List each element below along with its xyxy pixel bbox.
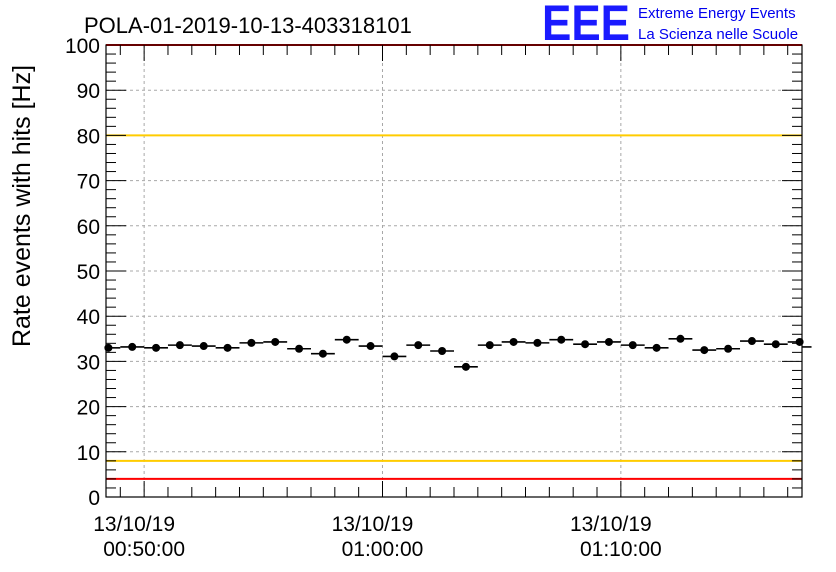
data-point [763, 340, 788, 349]
data-point [358, 342, 383, 351]
y-tick-label: 100 [65, 35, 100, 58]
data-point [167, 341, 192, 350]
data-point [644, 343, 669, 352]
logo-line-1: Extreme Energy Events [638, 5, 796, 22]
marker [390, 352, 399, 361]
data-point [382, 352, 407, 361]
x-tick-date: 13/10/19 [93, 513, 175, 536]
marker [676, 334, 685, 343]
marker [223, 343, 232, 352]
y-tick-label: 40 [77, 306, 100, 329]
data-point [668, 334, 693, 343]
y-tick-label: 70 [77, 171, 100, 194]
marker [747, 337, 756, 346]
marker [581, 340, 590, 349]
data-point [191, 342, 216, 351]
data-point [477, 341, 502, 350]
marker [652, 343, 661, 352]
marker [271, 337, 280, 346]
marker [152, 343, 161, 352]
marker [342, 335, 351, 344]
data-point [716, 344, 741, 353]
logo-line-2: La Scienza nelle Scuole [638, 26, 798, 43]
data-point [549, 335, 574, 344]
y-tick-label: 60 [77, 216, 100, 239]
marker [318, 349, 327, 358]
marker [509, 337, 518, 346]
marker [604, 337, 613, 346]
marker [628, 341, 637, 350]
marker [557, 335, 566, 344]
y-tick-label: 50 [77, 261, 100, 284]
data-point [120, 342, 145, 351]
data-point [263, 337, 288, 346]
logo-mark: EEE [542, 0, 630, 51]
marker [461, 362, 470, 371]
data-point [287, 344, 311, 353]
x-tick-date: 13/10/19 [570, 513, 652, 536]
x-tick-time: 01:10:00 [580, 538, 662, 561]
y-tick-label: 90 [77, 80, 100, 103]
marker [295, 344, 304, 353]
data-point [597, 337, 621, 346]
data-point [406, 341, 431, 350]
y-tick-label: 0 [88, 487, 100, 510]
data-point [310, 349, 335, 358]
data-point [239, 338, 264, 347]
marker [199, 342, 208, 351]
data-point [573, 340, 598, 349]
data-point [144, 343, 168, 352]
y-tick-label: 10 [77, 442, 100, 465]
y-tick-labels: 0 10 20 30 40 50 60 70 80 90 100 [65, 35, 100, 510]
marker [414, 341, 423, 350]
marker [175, 341, 184, 350]
marker [533, 338, 542, 347]
y-tick-label: 20 [77, 397, 100, 420]
marker [771, 340, 780, 349]
data-point [620, 341, 645, 350]
y-tick-label: 30 [77, 351, 100, 374]
data-point [501, 337, 526, 346]
axes [105, 44, 803, 498]
data-point [215, 343, 240, 352]
data-point [740, 337, 764, 346]
x-tick-date: 13/10/19 [332, 513, 414, 536]
x-tick-time: 00:50:00 [103, 538, 185, 561]
x-tick-time: 01:00:00 [342, 538, 424, 561]
marker [247, 338, 256, 347]
data-point [454, 362, 478, 371]
eee-logo: EEE Extreme Energy Events La Scienza nel… [542, 0, 798, 51]
chart-title: POLA-01-2019-10-13-403318101 [84, 13, 412, 38]
data-point [430, 347, 454, 356]
y-axis-label: Rate events with hits [Hz] [8, 65, 36, 347]
data-point [525, 338, 550, 347]
marker [724, 344, 733, 353]
data-point [334, 335, 359, 344]
x-tick-labels: 13/10/1900:50:0013/10/1901:00:0013/10/19… [93, 513, 661, 561]
marker [485, 341, 494, 350]
y-tick-label: 80 [77, 125, 100, 148]
marker [366, 342, 375, 351]
data-points [104, 334, 812, 371]
marker [438, 347, 447, 356]
data-point [692, 346, 717, 355]
marker [700, 346, 709, 355]
marker [128, 342, 137, 351]
